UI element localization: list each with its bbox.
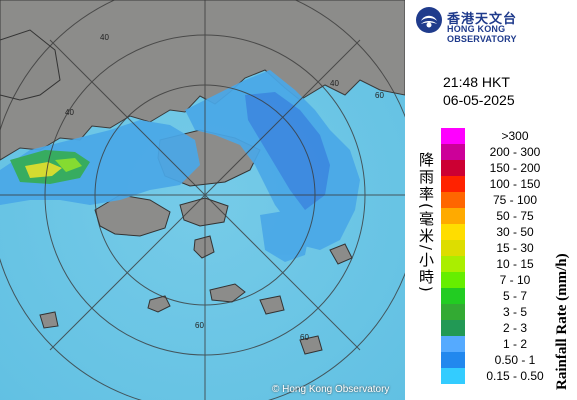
legend-label: 50 - 75 [496,209,534,223]
legend-label: 3 - 5 [502,305,527,319]
legend-item: >300 [441,128,566,144]
legend-label: 100 - 150 [489,177,541,191]
legend-title-cn: 降雨率(毫米/小時) [417,152,435,294]
legend-label: >300 [501,129,529,143]
range-labels: 40 60 40 60 40 60 [65,33,384,342]
range-label: 60 [195,321,204,330]
west-small-island [39,311,59,329]
legend-label: 15 - 30 [496,241,534,255]
south-island-1 [209,283,246,303]
legend-swatch [441,128,465,144]
rain-band-south-east [260,210,310,262]
radial-line-se [204,194,361,351]
legend-label: 1 - 2 [502,337,527,351]
legend-swatch [441,256,465,272]
legend-label: 200 - 300 [489,145,541,159]
legend-item: 10 - 15 [441,256,566,272]
legend-item: 150 - 200 [441,160,566,176]
legend-swatch [441,304,465,320]
legend-item: 3 - 5 [441,304,566,320]
timestamp-time: 21:48 HKT [443,74,510,90]
legend-swatch [441,144,465,160]
radial-line-sw [49,194,206,351]
legend-swatch [441,288,465,304]
radial-line-nw [49,39,206,196]
rain-cell-light-green [55,158,82,172]
radar-map-svg: 40 60 40 60 40 60 [0,0,405,400]
hko-logo-icon [416,7,442,33]
rainfall-legend: >300 200 - 300 150 - 200 100 - 150 75 - 100 5… [441,128,566,384]
legend-swatch [441,368,465,384]
radar-map: 40 60 40 60 40 60 © Hong Kong Observator… [0,0,405,400]
legend-item: 15 - 30 [441,240,566,256]
east-island-chain [299,335,323,355]
legend-title-en: Rainfall Rate (mm/h) [554,253,570,390]
south-island-3 [259,295,285,315]
legend-label: 75 - 100 [492,193,538,207]
legend-swatch [441,176,465,192]
legend-swatch [441,208,465,224]
timestamp-date: 06-05-2025 [443,92,515,108]
lamma-island [193,235,215,259]
info-panel: 香港天文台 HONG KONG OBSERVATORY 21:48 HKT 06… [405,0,577,400]
range-label: 60 [300,333,309,342]
legend-item: 1 - 2 [441,336,566,352]
legend-item: 0.15 - 0.50 [441,368,566,384]
legend-swatch [441,160,465,176]
range-label: 40 [65,108,74,117]
legend-label: 30 - 50 [496,225,534,239]
legend-label: 10 - 15 [496,257,534,271]
legend-swatch [441,336,465,352]
legend-label: 0.15 - 0.50 [486,369,544,383]
legend-item: 2 - 3 [441,320,566,336]
range-rings [0,0,405,400]
timestamp: 21:48 HKT 06-05-2025 [443,73,515,109]
rain-band-east-core [245,92,330,210]
copyright-text: © Hong Kong Observatory [272,384,390,395]
legend-swatch [441,272,465,288]
legend-item: 200 - 300 [441,144,566,160]
legend-label: 0.50 - 1 [494,353,536,367]
legend-label: 150 - 200 [489,161,541,175]
legend-swatch [441,192,465,208]
legend-item: 30 - 50 [441,224,566,240]
legend-label: 7 - 10 [499,273,531,287]
legend-item: 100 - 150 [441,176,566,192]
legend-item: 75 - 100 [441,192,566,208]
legend-swatch [441,240,465,256]
legend-swatch [441,352,465,368]
rain-cell-yellow [25,162,62,178]
western-island [0,29,61,101]
logo-text-cn: 香港天文台 [447,12,518,27]
legend-item: 7 - 10 [441,272,566,288]
legend-label: 2 - 3 [502,321,527,335]
legend-swatch [441,224,465,240]
lantau-island [94,194,171,237]
legend-swatch [441,320,465,336]
logo-text-en: HONG KONG OBSERVATORY [447,24,517,44]
range-label: 40 [330,79,339,88]
legend-item: 0.50 - 1 [441,352,566,368]
legend-label: 5 - 7 [502,289,527,303]
legend-item: 50 - 75 [441,208,566,224]
range-label: 60 [375,91,384,100]
legend-item: 5 - 7 [441,288,566,304]
radial-line-ne [204,39,361,196]
hko-logo: 香港天文台 HONG KONG OBSERVATORY [415,6,575,44]
range-label: 40 [100,33,109,42]
